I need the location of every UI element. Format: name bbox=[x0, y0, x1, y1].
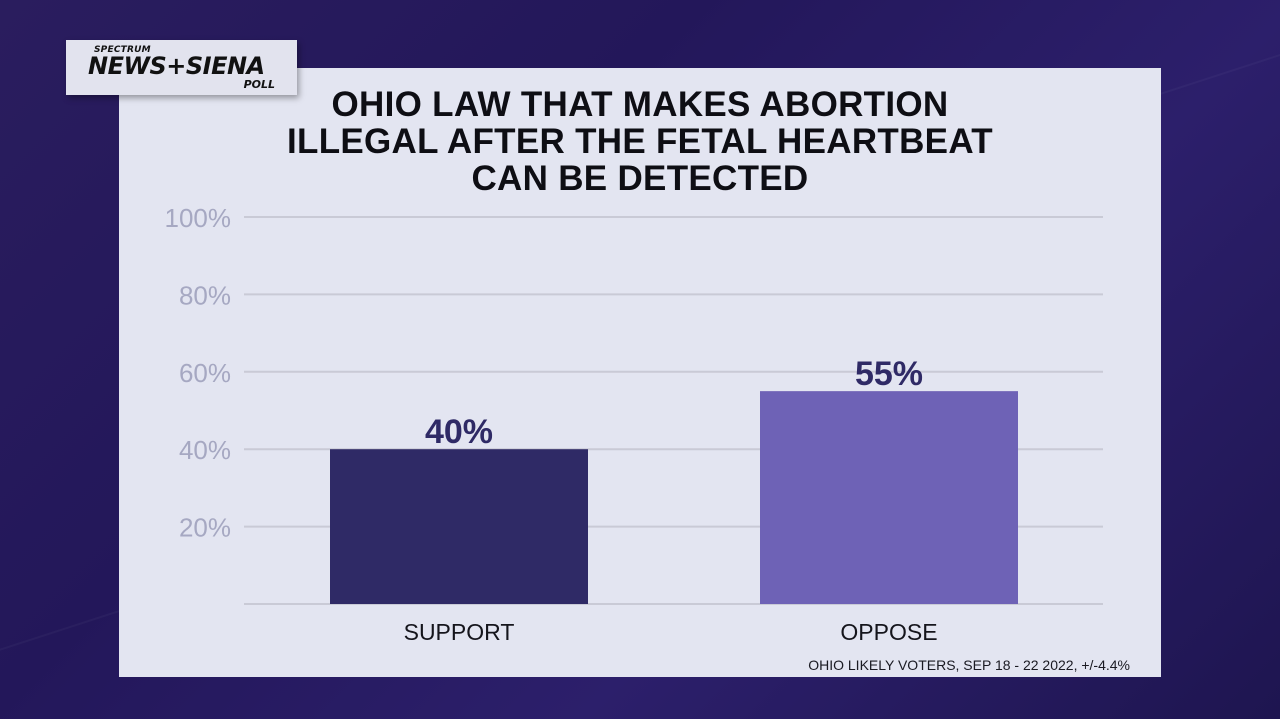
data-label: 55% bbox=[855, 355, 923, 393]
x-tick-label: OPPOSE bbox=[840, 619, 937, 645]
y-tick-label: 100% bbox=[165, 203, 232, 233]
data-labels: 40% 55% bbox=[425, 355, 923, 451]
y-tick-label: 40% bbox=[179, 435, 231, 465]
x-tick-label: SUPPORT bbox=[404, 619, 515, 645]
title-line: CAN BE DETECTED bbox=[471, 159, 809, 198]
chart-title: OHIO LAW THAT MAKES ABORTION ILLEGAL AFT… bbox=[119, 86, 1161, 197]
logo-top-text: SPECTRUM bbox=[94, 45, 151, 55]
title-line: ILLEGAL AFTER THE FETAL HEARTBEAT bbox=[287, 122, 993, 161]
bar-support bbox=[330, 449, 588, 604]
data-label: 40% bbox=[425, 413, 493, 451]
y-axis-ticks: 20% 40% 60% 80% 100% bbox=[165, 203, 232, 543]
y-tick-label: 20% bbox=[179, 513, 231, 543]
logo-bottom-text: POLL bbox=[243, 78, 275, 91]
title-line: OHIO LAW THAT MAKES ABORTION bbox=[331, 85, 949, 124]
bars bbox=[330, 391, 1018, 604]
bar-oppose bbox=[760, 391, 1018, 604]
spectrum-news-siena-logo: SPECTRUM NEWS+SIENA POLL bbox=[66, 40, 297, 95]
y-tick-label: 60% bbox=[179, 358, 231, 388]
poll-footnote: OHIO LIKELY VOTERS, SEP 18 - 22 2022, +/… bbox=[808, 657, 1130, 673]
x-axis-labels: SUPPORT OPPOSE bbox=[404, 619, 938, 645]
y-tick-label: 80% bbox=[179, 280, 231, 310]
logo-main-text: NEWS+SIENA bbox=[88, 52, 265, 80]
